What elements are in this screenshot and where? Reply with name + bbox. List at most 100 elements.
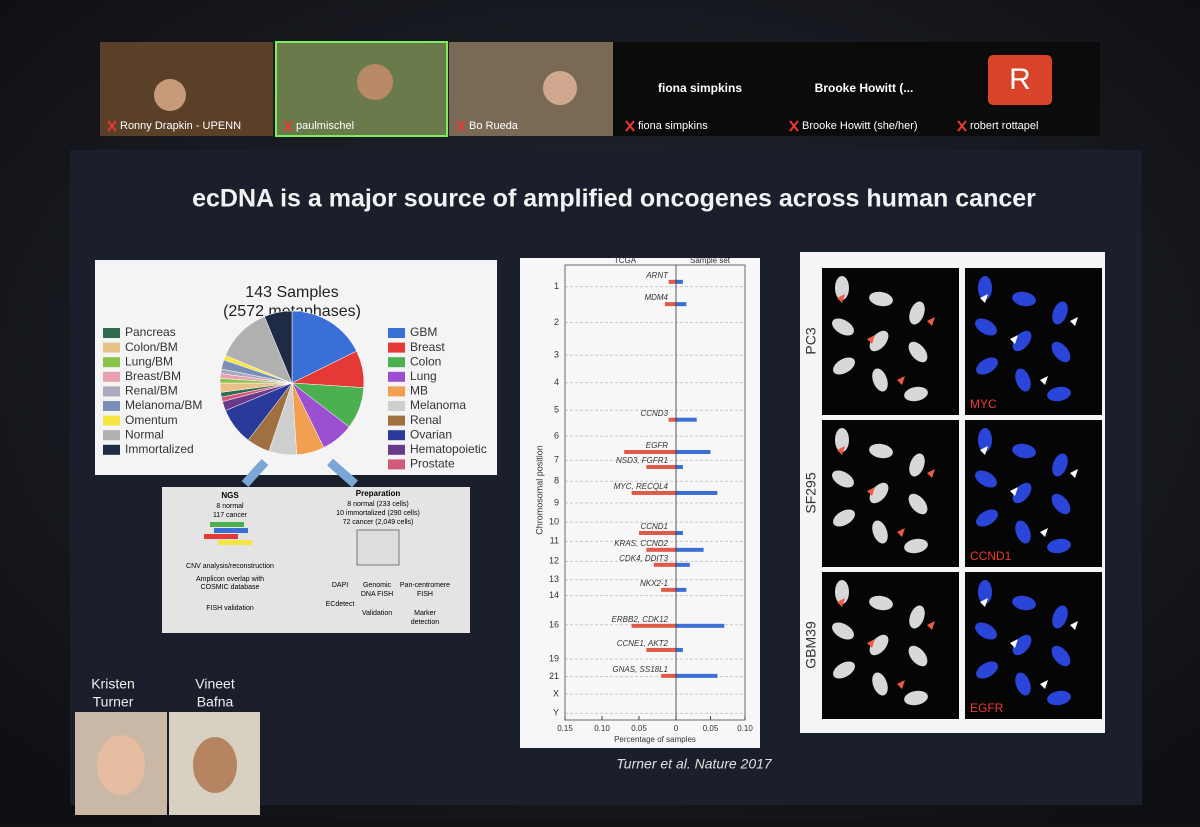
chromosome: [833, 357, 855, 375]
slide-title: ecDNA is a major source of amplified onc…: [192, 185, 1036, 213]
chromosome: [908, 341, 928, 363]
legend-swatch: [388, 342, 405, 353]
chromosome: [869, 443, 893, 459]
legend-swatch: [103, 430, 120, 441]
wf-step: Pan-centromere: [400, 582, 450, 589]
arrowhead: [897, 680, 905, 689]
chromosome: [904, 538, 928, 554]
gene-label: MYC: [970, 397, 997, 411]
wf-heading: Preparation: [356, 489, 401, 498]
arrowhead: [980, 294, 988, 303]
y-tick-label: 11: [550, 536, 559, 546]
arrowhead: [927, 317, 935, 326]
wf-line: 10 immortalized (290 cells): [336, 510, 420, 517]
author-first: Vineet: [195, 676, 235, 692]
wf-step: Validation: [362, 610, 392, 617]
arrowhead: [1040, 528, 1048, 537]
chromosome: [1015, 520, 1031, 544]
chromosome: [835, 580, 849, 604]
legend-swatch: [388, 415, 405, 426]
participant-name: Brooke Howitt (she/her): [802, 120, 918, 132]
bar: [631, 623, 676, 628]
y-tick-label: 1: [554, 281, 559, 291]
author-last: Turner: [93, 694, 134, 710]
legend-swatch: [388, 386, 405, 397]
participant-name: Bo Rueda: [469, 120, 519, 132]
x-axis-label: Percentage of samples: [614, 735, 696, 744]
bar: [646, 647, 676, 652]
chromosome: [976, 661, 998, 679]
pie-slice: [291, 310, 357, 384]
gene-label: EGFR: [970, 701, 1004, 715]
wf-step: COSMIC database: [201, 584, 260, 591]
chromosome: [869, 595, 893, 611]
y-tick-label: Y: [553, 708, 559, 718]
legend-swatch: [388, 371, 405, 382]
legend-swatch: [103, 371, 120, 382]
arrowhead: [897, 376, 905, 385]
legend-label: Lung/BM: [125, 354, 173, 368]
chromosome: [1051, 341, 1071, 363]
chromosome: [909, 453, 925, 477]
chromosome: [872, 672, 888, 696]
wf-segment: [204, 534, 238, 539]
video-tile: [449, 42, 613, 136]
chromosome: [975, 318, 997, 336]
y-tick-label: 19: [549, 653, 559, 663]
legend-swatch: [103, 357, 120, 368]
y-tick-label: 21: [549, 671, 559, 681]
mic-muted-icon: [283, 120, 293, 132]
gene-label: MDM4: [644, 293, 668, 302]
gene-label: CCND3: [640, 409, 668, 418]
gene-label: ARNT: [645, 271, 669, 280]
chromosome: [832, 622, 854, 640]
arrowhead: [1010, 487, 1018, 496]
legend-label: Ovarian: [410, 427, 452, 441]
y-tick-label: 7: [554, 455, 559, 465]
legend-label: Colon: [410, 354, 441, 368]
participant-name: paulmischel: [296, 120, 354, 132]
pie-title: 143 Samples: [245, 284, 338, 301]
wf-image: [356, 529, 400, 566]
arrowhead: [867, 335, 875, 344]
arrowhead: [897, 528, 905, 537]
legend-swatch: [103, 342, 120, 353]
gene-label: CCND1: [640, 522, 668, 531]
chromosome: [872, 368, 888, 392]
bar: [676, 302, 687, 307]
gene-label: GNAS, SS18L1: [612, 665, 668, 674]
legend-swatch: [103, 415, 120, 426]
legend-label: Lung: [410, 369, 437, 383]
citation: Turner et al. Nature 2017: [616, 756, 773, 772]
chromosome: [872, 520, 888, 544]
chromosome: [833, 661, 855, 679]
person: [543, 71, 577, 105]
wf-step: detection: [411, 619, 440, 626]
arrowhead: [1070, 469, 1078, 478]
chromosome: [832, 318, 854, 336]
legend-label: MB: [410, 384, 428, 398]
wf-step: Genomic: [363, 582, 392, 589]
wf-segment: [210, 522, 244, 527]
wf-step: CNV analysis/reconstruction: [186, 563, 274, 570]
bar: [676, 587, 687, 592]
wf-step: ECdetect: [326, 601, 355, 608]
chromosome: [1015, 672, 1031, 696]
chromosome: [1051, 645, 1071, 667]
legend-swatch: [103, 401, 120, 411]
wf-segment: [214, 528, 248, 533]
chromosome: [832, 470, 854, 488]
chromosome: [1052, 605, 1068, 629]
legend-swatch: [388, 328, 405, 338]
y-tick-label: 6: [554, 430, 559, 440]
arrowhead: [1070, 621, 1078, 630]
y-tick-label: 10: [549, 516, 559, 526]
participant-name: robert rottapel: [970, 120, 1038, 132]
wf-line: 8 normal: [216, 503, 244, 510]
bar: [624, 450, 676, 455]
legend-label: Prostate: [410, 457, 455, 471]
wf-heading: NGS: [221, 491, 239, 500]
chromosome: [1051, 493, 1071, 515]
arrowhead: [1040, 376, 1048, 385]
y-tick-label: 2: [554, 317, 559, 327]
